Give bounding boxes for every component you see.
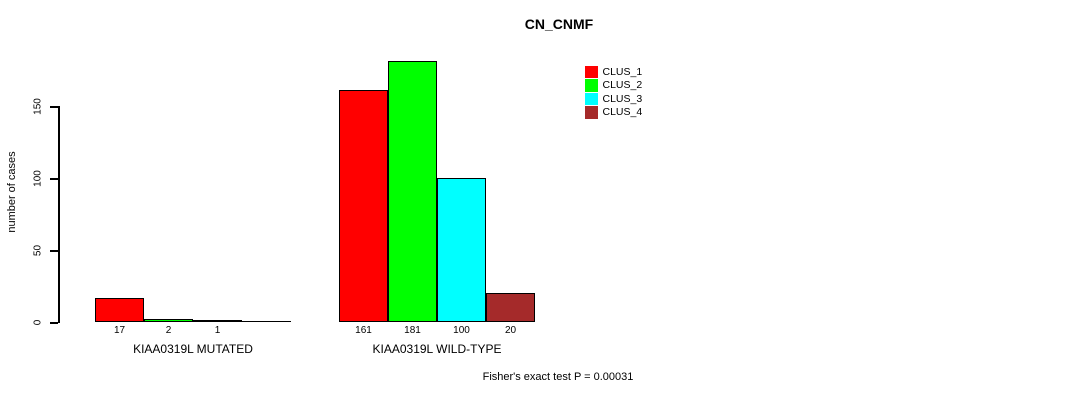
legend-item: CLUS_4 bbox=[585, 106, 642, 120]
bar-clus_4 bbox=[242, 320, 291, 322]
y-tick bbox=[50, 250, 58, 252]
y-tick-label: 0 bbox=[32, 319, 44, 325]
chart-title: CN_CNMF bbox=[524, 16, 594, 32]
bar-clus_2 bbox=[144, 319, 193, 322]
y-tick-label: 150 bbox=[32, 97, 44, 115]
legend-label: CLUS_3 bbox=[602, 92, 643, 105]
legend: CLUS_1 CLUS_2 CLUS_3 CLUS_4 bbox=[585, 65, 642, 119]
bar-value-label: 1 bbox=[214, 325, 221, 336]
bar-value-label: 2 bbox=[165, 325, 172, 336]
bar-value-label: 181 bbox=[404, 325, 421, 336]
y-tick bbox=[50, 106, 58, 108]
legend-color-swatch bbox=[585, 65, 598, 78]
legend-label: CLUS_2 bbox=[602, 79, 643, 92]
footnote-pvalue: Fisher's exact test P = 0.00031 bbox=[482, 371, 634, 383]
bar-value-label: 20 bbox=[504, 325, 517, 336]
bar-value-label: 161 bbox=[355, 325, 372, 336]
legend-item: CLUS_3 bbox=[585, 92, 642, 106]
y-axis-label: number of cases bbox=[6, 151, 18, 233]
bar-clus_3 bbox=[193, 320, 242, 322]
y-axis-line bbox=[58, 106, 60, 323]
legend-color-swatch bbox=[585, 79, 598, 92]
bar-clus_4 bbox=[486, 293, 535, 322]
y-tick-label: 50 bbox=[32, 244, 44, 256]
legend-label: CLUS_4 bbox=[602, 106, 643, 119]
bar-clus_1 bbox=[95, 298, 144, 322]
bar-value-label: 100 bbox=[453, 325, 470, 336]
legend-color-swatch bbox=[585, 92, 598, 105]
y-tick bbox=[50, 178, 58, 180]
x-group-label: KIAA0319L MUTATED bbox=[133, 342, 253, 356]
legend-color-swatch bbox=[585, 106, 598, 119]
bar-clus_1 bbox=[339, 90, 388, 322]
legend-item: CLUS_2 bbox=[585, 79, 642, 93]
legend-label: CLUS_1 bbox=[602, 65, 643, 78]
bar-clus_2 bbox=[388, 61, 437, 322]
bar-clus_3 bbox=[437, 178, 486, 322]
y-tick bbox=[50, 322, 58, 324]
legend-item: CLUS_1 bbox=[585, 65, 642, 79]
y-tick-label: 100 bbox=[32, 169, 44, 187]
x-group-label: KIAA0319L WILD-TYPE bbox=[372, 342, 502, 356]
bar-value-label: 17 bbox=[113, 325, 126, 336]
